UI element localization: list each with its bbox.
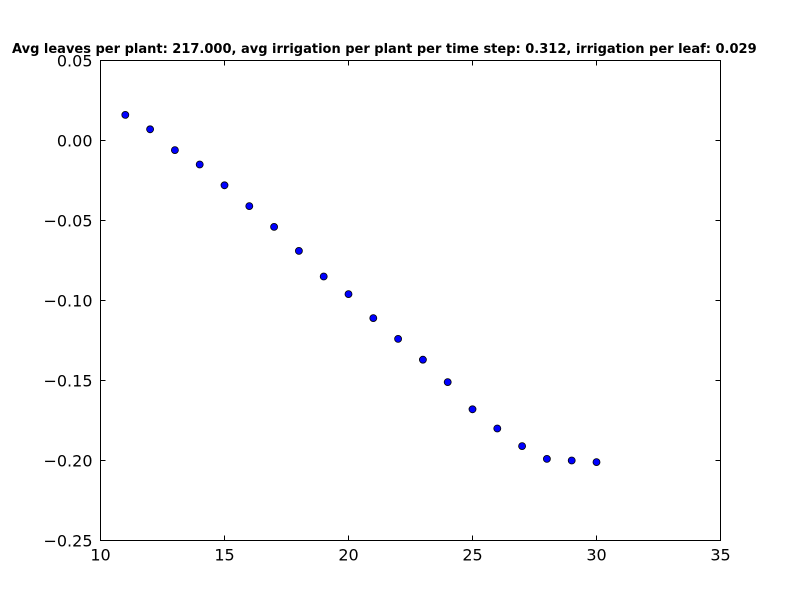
data-point — [443, 378, 452, 387]
x-tick-label: 35 — [710, 546, 730, 565]
data-point — [344, 290, 353, 299]
data-point — [245, 202, 254, 211]
y-tick-label: −0.10 — [43, 292, 92, 311]
data-point — [518, 442, 526, 451]
x-tick-label: 25 — [462, 546, 482, 565]
data-point — [394, 334, 403, 343]
data-point — [468, 405, 477, 414]
y-tick-label: −0.25 — [43, 532, 92, 551]
data-point — [170, 146, 179, 155]
plot-frame — [100, 60, 721, 541]
data-point — [121, 111, 130, 119]
data-points — [121, 111, 601, 467]
data-point — [543, 454, 551, 463]
data-point — [294, 246, 303, 255]
x-tick-label: 10 — [90, 546, 110, 565]
data-point — [567, 456, 576, 465]
data-point — [220, 181, 229, 190]
data-point — [369, 314, 378, 323]
data-point — [146, 125, 155, 134]
y-tick-label: −0.15 — [43, 372, 92, 391]
x-tick-label: 20 — [338, 546, 358, 565]
y-tick-label: −0.20 — [43, 452, 92, 471]
y-tick-label: −0.05 — [43, 212, 92, 231]
data-point — [418, 355, 427, 364]
chart-title: Avg leaves per plant: 217.000, avg irrig… — [12, 42, 757, 57]
y-tick-label: 0.00 — [57, 132, 93, 151]
y-tick-label: 0.05 — [57, 52, 93, 71]
data-point — [592, 458, 601, 467]
axis-ticks: 10 15 20 25 30 35 0.05 0.00 −0.05 −0.10 −0.15 −0.20… — [43, 52, 730, 565]
x-tick-label: 30 — [586, 546, 606, 565]
data-point — [270, 222, 279, 231]
data-point — [195, 160, 204, 169]
data-point — [319, 272, 328, 281]
data-point — [493, 424, 502, 433]
x-tick-label: 15 — [214, 546, 234, 565]
